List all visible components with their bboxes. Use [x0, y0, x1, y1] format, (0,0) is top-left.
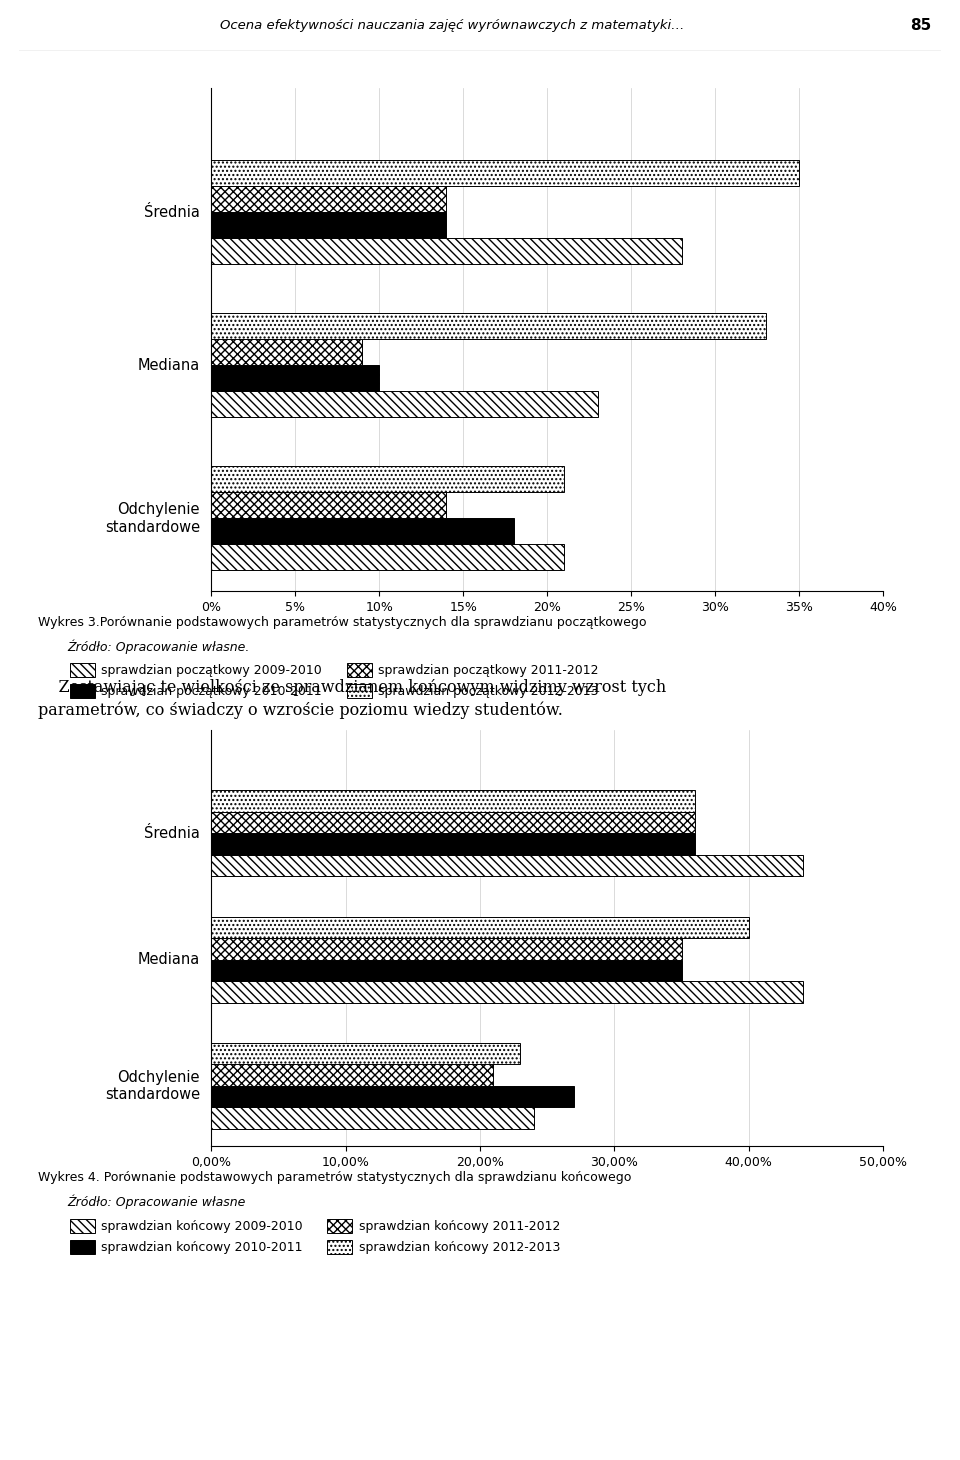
Bar	[211, 1108, 534, 1129]
Legend: sprawdzian początkowy 2009-2010, sprawdzian początkowy 2010-2011, sprawdzian poc: sprawdzian początkowy 2009-2010, sprawdz…	[70, 663, 598, 698]
Bar	[211, 917, 749, 937]
Bar	[211, 790, 695, 812]
Bar	[211, 466, 564, 492]
Bar	[211, 812, 695, 834]
Text: Źródło: Opracowanie własne.: Źródło: Opracowanie własne.	[67, 639, 250, 654]
Bar	[211, 365, 379, 391]
Text: Ocena efektywności nauczania zajęć wyrównawczych z matematyki…: Ocena efektywności nauczania zajęć wyrów…	[220, 19, 684, 32]
Bar	[211, 161, 799, 187]
Bar	[211, 314, 765, 340]
Bar	[211, 854, 803, 876]
Bar	[211, 1042, 520, 1064]
Bar	[211, 939, 682, 959]
Text: Źródło: Opracowanie własne: Źródło: Opracowanie własne	[67, 1194, 246, 1209]
Text: Zestawiając te wielkości ze sprawdzianem końcowym widzimy wzrost tych
parametrów: Zestawiając te wielkości ze sprawdzianem…	[38, 679, 666, 718]
Bar	[211, 187, 446, 213]
Bar	[211, 492, 446, 518]
Text: 85: 85	[910, 18, 931, 34]
Bar	[211, 238, 682, 264]
Bar	[211, 1086, 574, 1108]
Bar	[211, 391, 597, 418]
Bar	[211, 959, 682, 981]
Text: Wykres 4. Porównanie podstawowych parametrów statystycznych dla sprawdzianu końc: Wykres 4. Porównanie podstawowych parame…	[38, 1171, 632, 1184]
Bar	[211, 981, 803, 1003]
Legend: sprawdzian końcowy 2009-2010, sprawdzian końcowy 2010-2011, sprawdzian końcowy 2: sprawdzian końcowy 2009-2010, sprawdzian…	[70, 1219, 560, 1254]
Bar	[211, 340, 362, 365]
Bar	[211, 213, 446, 238]
Text: Wykres 3.Porównanie podstawowych parametrów statystycznych dla sprawdzianu począ: Wykres 3.Porównanie podstawowych paramet…	[38, 616, 647, 629]
Bar	[211, 1064, 493, 1086]
Bar	[211, 834, 695, 854]
Bar	[211, 518, 514, 545]
Bar	[211, 545, 564, 571]
